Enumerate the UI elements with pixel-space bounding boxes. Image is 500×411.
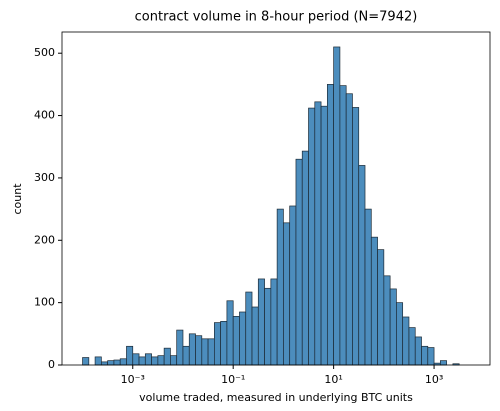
bar <box>289 205 297 366</box>
bar <box>427 347 435 366</box>
y-tick-label: 0 <box>48 358 55 371</box>
bar <box>421 345 429 366</box>
bar <box>113 359 121 366</box>
y-tick-label: 500 <box>34 46 55 59</box>
x-tick-label: 10⁻¹ <box>221 373 245 386</box>
bar <box>245 291 253 366</box>
bar <box>364 208 372 366</box>
bar <box>188 333 196 366</box>
bar <box>151 356 159 366</box>
bar <box>138 356 146 366</box>
bar <box>283 222 291 366</box>
y-tick-label: 300 <box>34 171 55 184</box>
bar <box>396 302 404 366</box>
x-tick-label: 10⁻³ <box>121 373 145 386</box>
bar <box>408 327 416 366</box>
bar <box>232 316 240 366</box>
bar <box>163 347 171 366</box>
bar <box>182 345 190 366</box>
bar <box>82 357 90 366</box>
chart-title: contract volume in 8-hour period (N=7942… <box>135 10 418 25</box>
bar <box>170 355 178 366</box>
bar <box>339 85 347 366</box>
bar <box>326 84 334 366</box>
bar <box>439 360 447 366</box>
y-tick-label: 400 <box>34 109 55 122</box>
bar <box>402 316 410 366</box>
y-tick-label: 200 <box>34 233 55 246</box>
bar <box>132 353 140 366</box>
bar <box>270 278 278 366</box>
bar <box>195 335 203 366</box>
bar <box>226 300 234 366</box>
bar <box>333 46 341 366</box>
x-tick-label: 10³ <box>425 373 443 386</box>
bar <box>157 355 165 366</box>
y-tick-label: 100 <box>34 296 55 309</box>
bar <box>220 320 228 366</box>
bar <box>201 338 209 366</box>
bar <box>295 158 303 366</box>
bar <box>308 107 316 366</box>
bar <box>251 306 259 366</box>
bar <box>264 287 272 366</box>
bar <box>320 105 328 366</box>
bar <box>389 288 397 366</box>
bar <box>301 150 309 366</box>
bar <box>314 101 322 366</box>
bar <box>144 353 152 366</box>
bar <box>107 360 115 366</box>
bar <box>377 249 385 366</box>
bar <box>383 275 391 366</box>
bar <box>257 278 265 366</box>
bar <box>239 311 247 366</box>
bar <box>276 208 284 366</box>
bar <box>352 107 360 366</box>
bar <box>119 358 127 366</box>
bar <box>345 93 353 366</box>
x-axis-label: volume traded, measured in underlying BT… <box>139 391 413 404</box>
bar <box>101 361 108 366</box>
bar <box>94 356 102 366</box>
x-tick-label: 10¹ <box>324 373 342 386</box>
bar <box>126 345 134 366</box>
bar <box>214 322 221 366</box>
bar <box>370 236 378 366</box>
plot-frame <box>61 31 491 366</box>
bar <box>207 338 215 366</box>
bar <box>176 329 184 366</box>
bar <box>414 336 422 366</box>
y-axis-label: count <box>11 183 24 215</box>
bar <box>358 165 366 366</box>
